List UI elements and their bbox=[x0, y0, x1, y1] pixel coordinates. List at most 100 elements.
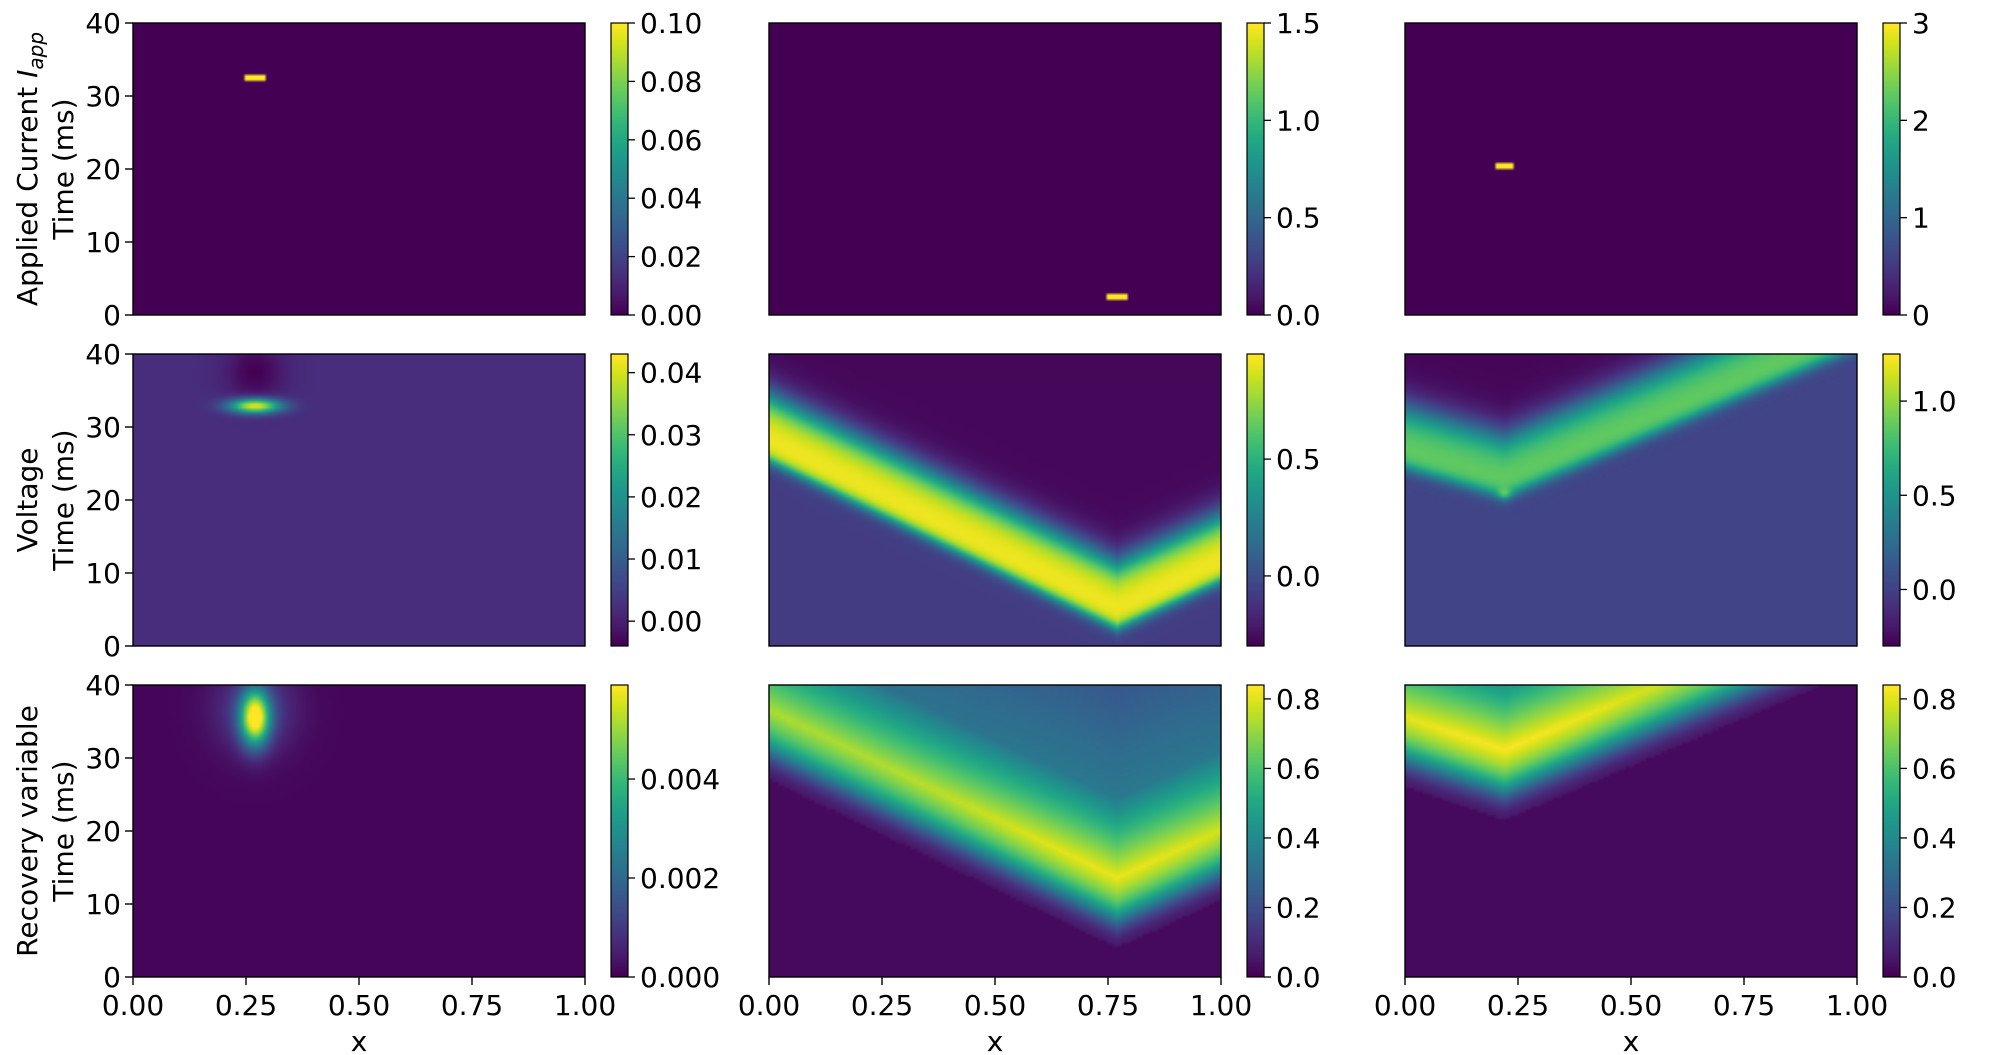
colorbar-tick-label: 0.03 bbox=[640, 419, 702, 452]
y-tick-label: 30 bbox=[85, 411, 121, 444]
colorbar-tick-label: 0.5 bbox=[1276, 443, 1321, 476]
y-tick-label: 40 bbox=[85, 338, 121, 371]
y-tick-label: 20 bbox=[85, 484, 121, 517]
colorbar-tick-label: 0.6 bbox=[1276, 752, 1321, 785]
colorbar-frame bbox=[1246, 353, 1265, 647]
panel-voltage-3: 0.0 0.5 1.0 bbox=[1404, 353, 1957, 647]
y-tick-label: 0 bbox=[103, 961, 121, 994]
y-tick-label: 40 bbox=[85, 669, 121, 702]
x-tick-label: 0.75 bbox=[441, 989, 503, 1022]
x-tick-label: 0.25 bbox=[215, 989, 277, 1022]
y-tick-label: 10 bbox=[85, 226, 121, 259]
y-tick-label: 40 bbox=[85, 7, 121, 40]
colorbar-tick-label: 0.00 bbox=[640, 299, 702, 332]
colorbar-tick-label: 0.2 bbox=[1912, 891, 1957, 924]
colorbar-gradient bbox=[1247, 685, 1264, 977]
colorbar-tick-label: 0.2 bbox=[1276, 891, 1321, 924]
current-subscript: app bbox=[24, 32, 48, 70]
colorbar-tick-label: 0.04 bbox=[640, 182, 702, 215]
colorbar-gradient bbox=[1247, 23, 1264, 315]
x-tick-label: 0.75 bbox=[1077, 989, 1139, 1022]
colorbar-frame bbox=[1246, 22, 1265, 316]
colorbar-tick-label: 0.02 bbox=[640, 241, 702, 274]
colorbar-gradient bbox=[611, 354, 628, 646]
y-axis-label-quantity: Applied Current Iapp bbox=[11, 32, 48, 306]
x-tick-label: 0.00 bbox=[1374, 989, 1436, 1022]
colorbar-frame bbox=[1882, 22, 1901, 316]
colorbar-tick-label: 0.0 bbox=[1912, 961, 1957, 994]
colorbar-tick-label: 0.4 bbox=[1912, 822, 1957, 855]
y-tick-label: 0 bbox=[103, 630, 121, 663]
x-tick-label: 0.50 bbox=[328, 989, 390, 1022]
panel-recovery-2: 0.00 0.25 0.50 0.75 1.00 x 0.0 0.2 0.4 0.6 0.8 bbox=[738, 683, 1321, 1055]
x-tick-label: 0.25 bbox=[1487, 989, 1549, 1022]
x-tick-label: 1.00 bbox=[554, 989, 616, 1022]
colorbar-tick-label: 0 bbox=[1912, 299, 1930, 332]
x-axis-label: x bbox=[987, 1025, 1004, 1055]
x-axis-label: x bbox=[351, 1025, 368, 1055]
colorbar-tick-label: 0.5 bbox=[1276, 202, 1321, 235]
y-tick-label: 30 bbox=[85, 80, 121, 113]
colorbar-tick-label: 0.6 bbox=[1912, 752, 1957, 785]
colorbar-frame bbox=[610, 684, 629, 978]
colorbar-tick-label: 3 bbox=[1912, 7, 1930, 40]
colorbar-tick-label: 0.01 bbox=[640, 543, 702, 576]
colorbar-frame bbox=[610, 353, 629, 647]
y-axis-label-time: Time (ms) bbox=[47, 760, 80, 902]
colorbar-tick-label: 0.002 bbox=[640, 862, 720, 895]
x-tick-label: 0.00 bbox=[102, 989, 164, 1022]
colorbar-gradient bbox=[1247, 354, 1264, 646]
colorbar-tick-label: 1 bbox=[1912, 202, 1930, 235]
colorbar-gradient bbox=[1883, 23, 1900, 315]
colorbar-tick-label: 0.10 bbox=[640, 7, 702, 40]
colorbar-tick-label: 0.00 bbox=[640, 605, 702, 638]
x-tick-label: 0.25 bbox=[851, 989, 913, 1022]
colorbar-tick-label: 0.02 bbox=[640, 481, 702, 514]
y-tick-label: 20 bbox=[85, 153, 121, 186]
y-tick-label: 20 bbox=[85, 815, 121, 848]
heatmap-image bbox=[1405, 354, 1857, 646]
plot-frame bbox=[1404, 22, 1858, 316]
heatmap-image bbox=[1405, 685, 1857, 977]
heatmap-image bbox=[769, 685, 1221, 977]
x-tick-label: 0.50 bbox=[1600, 989, 1662, 1022]
plot-frame bbox=[768, 22, 1222, 316]
colorbar-frame bbox=[1882, 353, 1901, 647]
y-tick-label: 0 bbox=[103, 299, 121, 332]
colorbar-tick-label: 0.4 bbox=[1276, 822, 1321, 855]
panel-voltage-2: 0.0 0.5 bbox=[768, 353, 1321, 647]
colorbar-tick-label: 0.04 bbox=[640, 357, 702, 390]
y-tick-label: 10 bbox=[85, 557, 121, 590]
panel-recovery-1: 0 10 20 30 40 0.00 0.25 0.50 0.75 1.00 x Recovery v… bbox=[11, 669, 720, 1055]
y-axis-label-time: Time (ms) bbox=[47, 98, 80, 240]
plot-frame bbox=[1404, 353, 1858, 647]
colorbar-tick-label: 0.000 bbox=[640, 961, 720, 994]
x-tick-label: 1.00 bbox=[1826, 989, 1888, 1022]
colorbar-tick-label: 0.06 bbox=[640, 124, 702, 157]
colorbar-tick-label: 0.8 bbox=[1276, 683, 1321, 716]
y-axis-label-time: Time (ms) bbox=[47, 429, 80, 571]
colorbar-tick-label: 0.08 bbox=[640, 65, 702, 98]
panel-current-3: 0 1 2 3 bbox=[1404, 7, 1930, 332]
y-axis-label-quantity: Recovery variable bbox=[11, 705, 44, 957]
x-axis-label: x bbox=[1623, 1025, 1640, 1055]
x-tick-label: 0.50 bbox=[964, 989, 1026, 1022]
colorbar-tick-label: 1.5 bbox=[1276, 7, 1321, 40]
colorbar-tick-label: 0.004 bbox=[640, 763, 720, 796]
colorbar-tick-label: 1.0 bbox=[1912, 385, 1957, 418]
y-axis-label-quantity: Voltage bbox=[11, 447, 44, 552]
colorbar-frame bbox=[1882, 684, 1901, 978]
panel-recovery-3: 0.00 0.25 0.50 0.75 1.00 x 0.0 0.2 0.4 0.6 0.8 bbox=[1374, 683, 1957, 1055]
plot-frame bbox=[768, 353, 1222, 647]
heatmap-image bbox=[769, 23, 1221, 315]
x-tick-label: 1.00 bbox=[1190, 989, 1252, 1022]
current-symbol: I bbox=[11, 70, 44, 78]
colorbar-tick-label: 0.5 bbox=[1912, 479, 1957, 512]
y-tick-label: 10 bbox=[85, 888, 121, 921]
colorbar-frame bbox=[610, 22, 629, 316]
colorbar-gradient bbox=[611, 23, 628, 315]
colorbar-tick-label: 0.8 bbox=[1912, 683, 1957, 716]
panel-current-2: 0.0 0.5 1.0 1.5 bbox=[768, 7, 1321, 332]
